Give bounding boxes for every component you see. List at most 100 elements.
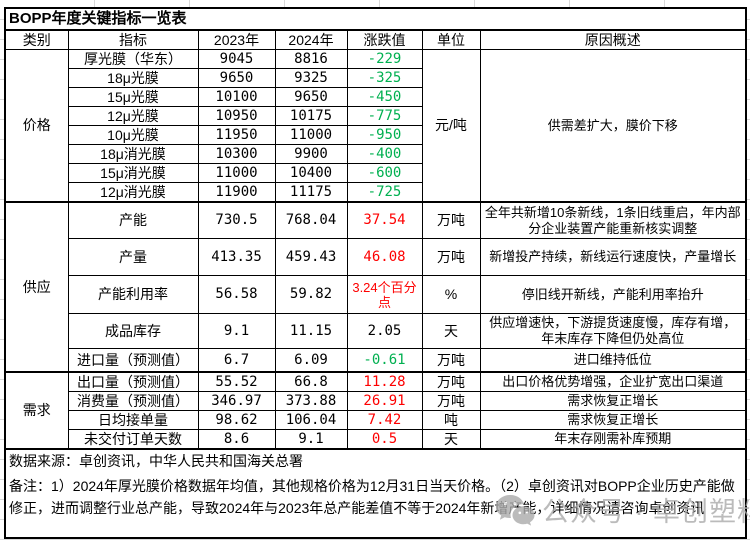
change-cell: 7.42 xyxy=(346,410,423,430)
change-cell: -0.61 xyxy=(346,348,423,373)
table-row: 价格 厚光膜（华东） 9045 8816 -229 元/吨 供需差扩大，膜价下移 xyxy=(4,49,747,203)
table-row: 未交付订单天数 8.6 9.1 0.5 天 年末存刚需补库预期 xyxy=(5,429,747,450)
change-cell: -450 xyxy=(346,87,423,107)
category-cell-supply: 供应 xyxy=(4,201,69,373)
indicator-cell: 日均接单量 xyxy=(67,410,199,430)
value-2023-cell: 9.1 xyxy=(197,313,276,349)
value-2023-cell: 11000 xyxy=(197,163,276,183)
value-2023-cell: 55.52 xyxy=(197,371,276,392)
unit-cell: 吨 xyxy=(421,410,481,430)
indicator-cell: 消费量（预测值） xyxy=(67,391,199,411)
reason-cell: 停旧线开新线，产能利用率抬升 xyxy=(479,275,747,314)
change-cell: 2.05 xyxy=(346,313,423,349)
change-cell: -725 xyxy=(346,182,423,203)
value-2024-cell: 9900 xyxy=(274,144,348,164)
reason-cell: 供应增速快，下游提货速度慢，库存有增，年末库存下降但仍处高位 xyxy=(479,313,747,349)
reason-cell-price: 供需差扩大，膜价下移 xyxy=(479,49,747,203)
value-2023-cell: 9045 xyxy=(197,49,276,69)
change-cell: 0.5 xyxy=(346,429,423,450)
change-cell: 11.28 xyxy=(346,371,423,392)
value-2024-cell: 11000 xyxy=(274,125,348,145)
data-source: 数据来源：卓创资讯，中华人民共和国海关总署 xyxy=(4,448,747,472)
value-2024-cell: 8816 xyxy=(274,49,348,69)
indicator-cell: 12μ光膜 xyxy=(67,106,199,126)
value-2024-cell: 6.09 xyxy=(274,348,348,373)
unit-cell: 万吨 xyxy=(421,238,481,276)
indicator-cell: 未交付订单天数 xyxy=(67,429,199,450)
indicator-cell: 15μ光膜 xyxy=(67,87,199,107)
column-header-indicator: 指标 xyxy=(67,29,199,50)
table-row: 进口量（预测值） 6.7 6.09 -0.61 万吨 进口维持低位 xyxy=(5,348,747,373)
column-header-2024: 2024年 xyxy=(274,29,348,50)
table-row: 供应 产能 730.5 768.04 37.54 万吨 全年共新增10条新线，1… xyxy=(4,201,747,373)
indicator-cell: 产能 xyxy=(67,201,199,239)
value-2023-cell: 9650 xyxy=(197,68,276,88)
table-row: 日均接单量 98.62 106.04 7.42 吨 需求恢复正增长 xyxy=(5,410,747,430)
unit-cell-price: 元/吨 xyxy=(421,49,481,203)
change-cell: 46.08 xyxy=(346,238,423,276)
value-2024-cell: 66.8 xyxy=(274,371,348,392)
table-row: 产量 413.35 459.43 46.08 万吨 新增投产持续，新线运行速度快… xyxy=(5,238,747,276)
value-2023-cell: 98.62 xyxy=(197,410,276,430)
reason-cell: 年末存刚需补库预期 xyxy=(479,429,747,450)
value-2024-cell: 106.04 xyxy=(274,410,348,430)
change-cell: -325 xyxy=(346,68,423,88)
indicator-cell: 成品库存 xyxy=(67,313,199,349)
value-2024-cell: 373.88 xyxy=(274,391,348,411)
category-cell-demand: 需求 xyxy=(4,371,69,450)
indicator-cell: 产量 xyxy=(67,238,199,276)
table-row: 成品库存 9.1 11.15 2.05 天 供应增速快，下游提货速度慢，库存有增… xyxy=(5,313,747,349)
change-cell: -229 xyxy=(346,49,423,69)
table-row: 备注：1）2024年厚光膜价格数据年均值，其他规格价格为12月31日当天价格。（… xyxy=(4,472,747,539)
value-2023-cell: 56.58 xyxy=(197,275,276,314)
change-cell: -400 xyxy=(346,144,423,164)
indicator-cell: 18μ光膜 xyxy=(67,68,199,88)
unit-cell: 万吨 xyxy=(421,348,481,373)
value-2023-cell: 6.7 xyxy=(197,348,276,373)
value-2023-cell: 346.97 xyxy=(197,391,276,411)
unit-cell: 万吨 xyxy=(421,201,481,239)
value-2024-cell: 10175 xyxy=(274,106,348,126)
reason-cell: 需求恢复正增长 xyxy=(479,410,747,430)
reason-cell: 需求恢复正增长 xyxy=(479,391,747,411)
value-2023-cell: 8.6 xyxy=(197,429,276,450)
change-cell: 26.91 xyxy=(346,391,423,411)
value-2023-cell: 11900 xyxy=(197,182,276,203)
table-row: 产能利用率 56.58 59.82 3.24个百分点 % 停旧线开新线，产能利用… xyxy=(5,275,747,314)
indicator-cell: 厚光膜（华东） xyxy=(67,49,199,69)
table-row: 15μ消光膜 11000 10400 -600 xyxy=(5,163,746,183)
table-row: 消费量（预测值） 346.97 373.88 26.91 万吨 需求恢复正增长 xyxy=(5,391,747,411)
unit-cell: 天 xyxy=(421,429,481,450)
unit-cell: 万吨 xyxy=(421,371,481,392)
unit-cell: 万吨 xyxy=(421,391,481,411)
column-header-change: 涨跌值 xyxy=(346,29,423,50)
reason-cell: 出口价格优势增强，企业扩宽出口渠道 xyxy=(479,371,747,392)
column-header-category: 类别 xyxy=(4,29,69,50)
value-2023-cell: 413.35 xyxy=(197,238,276,276)
reason-cell: 全年共新增10条新线，1条旧线重启，年内部分企业装置产能重新核实调整 xyxy=(479,201,747,239)
unit-cell: % xyxy=(421,275,481,314)
table-row: 18μ消光膜 10300 9900 -400 xyxy=(5,144,746,164)
change-cell: -600 xyxy=(346,163,423,183)
indicator-cell: 15μ消光膜 xyxy=(67,163,199,183)
bopp-indicators-table: BOPP年度关键指标一览表 类别 指标 2023年 2024年 涨跌值 单位 原… xyxy=(4,7,747,539)
value-2023-cell: 11950 xyxy=(197,125,276,145)
value-2023-cell: 10950 xyxy=(197,106,276,126)
change-cell: -950 xyxy=(346,125,423,145)
value-2024-cell: 768.04 xyxy=(274,201,348,239)
indicator-cell: 18μ消光膜 xyxy=(67,144,199,164)
value-2024-cell: 459.43 xyxy=(274,238,348,276)
column-header-unit: 单位 xyxy=(421,29,481,50)
value-2024-cell: 11175 xyxy=(274,182,348,203)
indicator-cell: 12μ消光膜 xyxy=(67,182,199,203)
indicator-cell: 进口量（预测值） xyxy=(67,348,199,373)
page-title: BOPP年度关键指标一览表 xyxy=(4,7,747,31)
value-2023-cell: 10300 xyxy=(197,144,276,164)
table-row: 需求 出口量（预测值） 55.52 66.8 11.28 万吨 出口价格优势增强… xyxy=(4,371,747,450)
change-cell: -775 xyxy=(346,106,423,126)
table-row: 10μ光膜 11950 11000 -950 xyxy=(5,125,746,145)
value-2024-cell: 9650 xyxy=(274,87,348,107)
column-header-2023: 2023年 xyxy=(197,29,276,50)
column-header-reason: 原因概述 xyxy=(479,29,747,50)
value-2023-cell: 730.5 xyxy=(197,201,276,239)
